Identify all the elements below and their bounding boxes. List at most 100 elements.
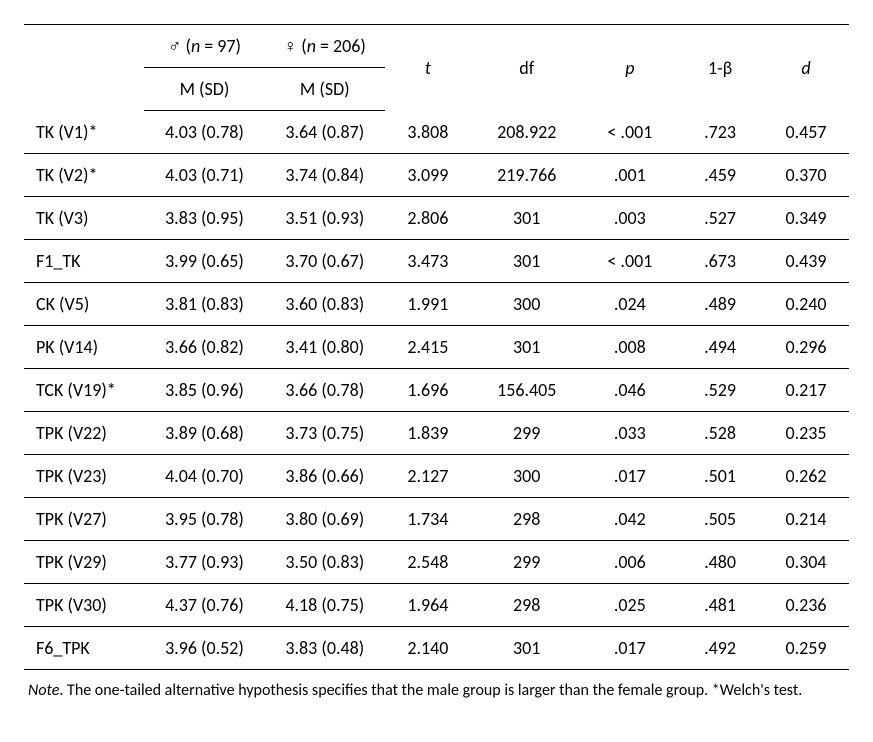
cell-p: .042 (583, 498, 678, 541)
cell-m2: 3.86 (0.66) (265, 455, 385, 498)
cell-df: 208.922 (471, 111, 583, 154)
cell-t: 1.991 (385, 283, 471, 326)
cell-m1: 3.89 (0.68) (144, 412, 264, 455)
cell-m2: 3.50 (0.83) (265, 541, 385, 584)
cell-m1: 4.37 (0.76) (144, 584, 264, 627)
table-row: TCK (V19)*3.85 (0.96)3.66 (0.78)1.696156… (24, 369, 849, 412)
cell-m1: 3.77 (0.93) (144, 541, 264, 584)
cell-m2: 4.18 (0.75) (265, 584, 385, 627)
cell-d: 0.349 (763, 197, 849, 240)
cell-df: 301 (471, 326, 583, 369)
cell-m2: 3.70 (0.67) (265, 240, 385, 283)
cell-p: < .001 (583, 240, 678, 283)
cell-d: 0.217 (763, 369, 849, 412)
row-label: F6_TPK (24, 627, 144, 670)
cell-p: .033 (583, 412, 678, 455)
cell-p: < .001 (583, 111, 678, 154)
cell-df: 301 (471, 240, 583, 283)
cell-t: 2.127 (385, 455, 471, 498)
cell-d: 0.262 (763, 455, 849, 498)
row-label: F1_TK (24, 240, 144, 283)
cell-m1: 3.99 (0.65) (144, 240, 264, 283)
header-male: ♂ (n = 97) (144, 25, 264, 68)
cell-power: .723 (677, 111, 763, 154)
cell-power: .494 (677, 326, 763, 369)
cell-d: 0.214 (763, 498, 849, 541)
cell-df: 301 (471, 197, 583, 240)
cell-df: 156.405 (471, 369, 583, 412)
table-row: TK (V2)*4.03 (0.71)3.74 (0.84)3.099219.7… (24, 154, 849, 197)
table-row: TPK (V22)3.89 (0.68)3.73 (0.75)1.839299.… (24, 412, 849, 455)
cell-d: 0.304 (763, 541, 849, 584)
table-row: TK (V1)*4.03 (0.78)3.64 (0.87)3.808208.9… (24, 111, 849, 154)
cell-m2: 3.41 (0.80) (265, 326, 385, 369)
header-df: df (471, 25, 583, 111)
table-row: PK (V14)3.66 (0.82)3.41 (0.80)2.415301.0… (24, 326, 849, 369)
cell-p: .008 (583, 326, 678, 369)
cell-m1: 4.03 (0.78) (144, 111, 264, 154)
cell-m1: 4.04 (0.70) (144, 455, 264, 498)
cell-p: .001 (583, 154, 678, 197)
header-blank (24, 25, 144, 111)
table-row: TPK (V27)3.95 (0.78)3.80 (0.69)1.734298.… (24, 498, 849, 541)
row-label: TK (V2)* (24, 154, 144, 197)
row-label: TPK (V29) (24, 541, 144, 584)
cell-t: 3.808 (385, 111, 471, 154)
cell-m1: 3.96 (0.52) (144, 627, 264, 670)
cell-df: 298 (471, 584, 583, 627)
cell-t: 1.839 (385, 412, 471, 455)
row-label: TPK (V27) (24, 498, 144, 541)
header-msd-female: M (SD) (265, 68, 385, 111)
cell-df: 299 (471, 541, 583, 584)
cell-p: .025 (583, 584, 678, 627)
row-label: TCK (V19)* (24, 369, 144, 412)
table-row: TK (V3)3.83 (0.95)3.51 (0.93)2.806301.00… (24, 197, 849, 240)
cell-m1: 3.85 (0.96) (144, 369, 264, 412)
table-row: CK (V5)3.81 (0.83)3.60 (0.83)1.991300.02… (24, 283, 849, 326)
cell-d: 0.439 (763, 240, 849, 283)
header-t: t (385, 25, 471, 111)
cell-df: 298 (471, 498, 583, 541)
cell-d: 0.236 (763, 584, 849, 627)
table-row: TPK (V23)4.04 (0.70)3.86 (0.66)2.127300.… (24, 455, 849, 498)
cell-power: .673 (677, 240, 763, 283)
cell-t: 1.734 (385, 498, 471, 541)
row-label: CK (V5) (24, 283, 144, 326)
cell-d: 0.370 (763, 154, 849, 197)
row-label: PK (V14) (24, 326, 144, 369)
note-body: . The one-tailed alternative hypothesis … (59, 681, 802, 700)
cell-t: 2.806 (385, 197, 471, 240)
table-note: Note. The one-tailed alternative hypothe… (24, 680, 849, 702)
table-row: F6_TPK3.96 (0.52)3.83 (0.48)2.140301.017… (24, 627, 849, 670)
cell-p: .046 (583, 369, 678, 412)
cell-d: 0.457 (763, 111, 849, 154)
cell-m2: 3.80 (0.69) (265, 498, 385, 541)
cell-p: .003 (583, 197, 678, 240)
row-label: TPK (V23) (24, 455, 144, 498)
cell-t: 2.140 (385, 627, 471, 670)
cell-p: .006 (583, 541, 678, 584)
cell-p: .024 (583, 283, 678, 326)
table-body: TK (V1)*4.03 (0.78)3.64 (0.87)3.808208.9… (24, 111, 849, 670)
cell-m2: 3.83 (0.48) (265, 627, 385, 670)
cell-df: 301 (471, 627, 583, 670)
cell-p: .017 (583, 627, 678, 670)
header-d: d (763, 25, 849, 111)
cell-m1: 3.66 (0.82) (144, 326, 264, 369)
cell-power: .492 (677, 627, 763, 670)
cell-m2: 3.64 (0.87) (265, 111, 385, 154)
cell-t: 3.473 (385, 240, 471, 283)
cell-m2: 3.66 (0.78) (265, 369, 385, 412)
row-label: TPK (V30) (24, 584, 144, 627)
header-power: 1-β (677, 25, 763, 111)
cell-df: 219.766 (471, 154, 583, 197)
cell-d: 0.259 (763, 627, 849, 670)
cell-power: .505 (677, 498, 763, 541)
cell-m2: 3.74 (0.84) (265, 154, 385, 197)
cell-df: 300 (471, 455, 583, 498)
cell-p: .017 (583, 455, 678, 498)
row-label: TPK (V22) (24, 412, 144, 455)
note-prefix: Note (28, 681, 59, 700)
cell-t: 1.964 (385, 584, 471, 627)
table-row: F1_TK3.99 (0.65)3.70 (0.67)3.473301< .00… (24, 240, 849, 283)
